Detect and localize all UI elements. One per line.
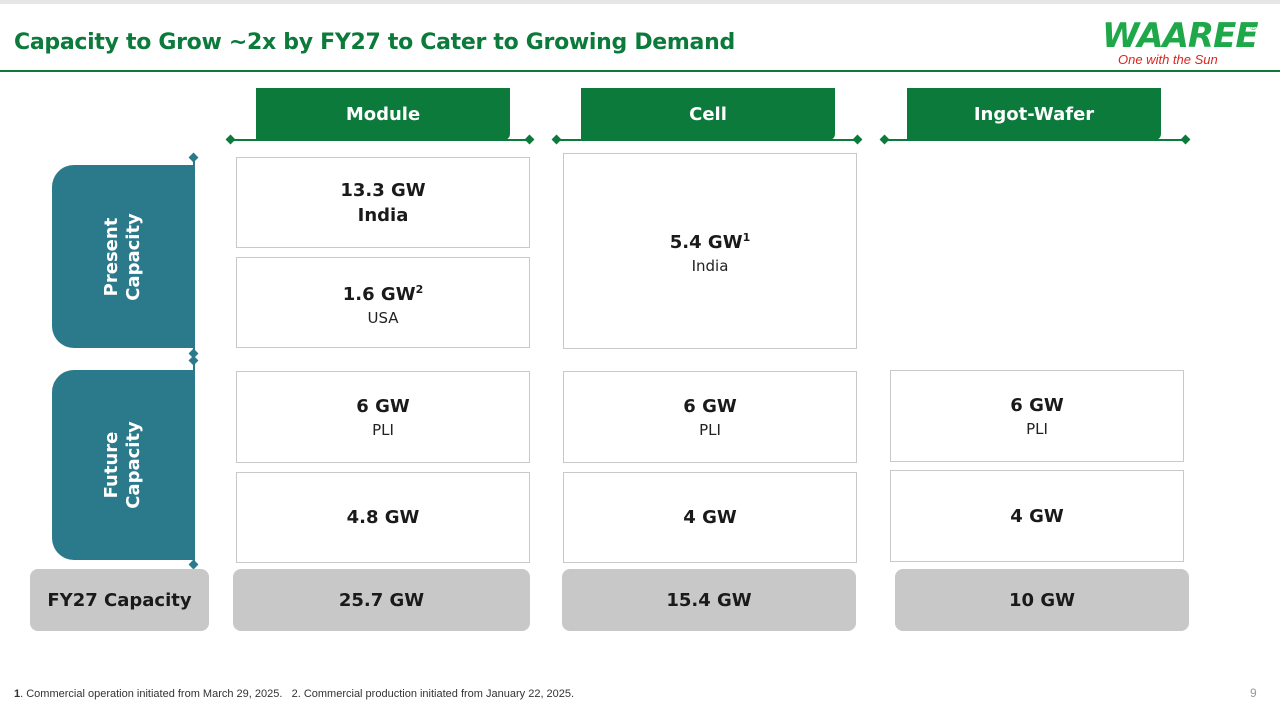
module-future-pli-value: 6 GW bbox=[356, 395, 410, 417]
present-rule-top-marker bbox=[188, 152, 199, 163]
present-row-rule bbox=[193, 157, 195, 353]
future-rule-top-marker bbox=[188, 355, 199, 366]
wafer-future-extra-box: 4 GW bbox=[890, 470, 1184, 562]
row-label-future-capacity: Future Capacity bbox=[52, 370, 194, 560]
logo-wordmark: WAAREE bbox=[1102, 16, 1259, 56]
logo-registered-mark: ® bbox=[1250, 22, 1257, 32]
module-present-india-location: India bbox=[357, 204, 409, 226]
present-label-line-1: Present bbox=[101, 217, 122, 296]
wafer-future-extra-value: 4 GW bbox=[1010, 505, 1064, 527]
module-present-usa-location: USA bbox=[367, 308, 399, 327]
fy27-cell-total: 15.4 GW bbox=[562, 569, 856, 631]
footnote-ref-1: 1 bbox=[742, 231, 751, 244]
module-future-extra-value: 4.8 GW bbox=[346, 507, 420, 528]
column-header-cell: Cell bbox=[581, 88, 835, 140]
fy27-wafer-total: 10 GW bbox=[895, 569, 1189, 631]
fy27-capacity-label: FY27 Capacity bbox=[30, 569, 209, 631]
wafer-rule-left-marker bbox=[879, 134, 890, 145]
future-row-rule bbox=[193, 359, 195, 565]
cell-future-extra-value: 4 GW bbox=[683, 507, 737, 528]
footnote-1-number: 1 bbox=[14, 688, 21, 700]
module-present-usa-value: 1.6 GW bbox=[342, 283, 416, 305]
cell-rule-left-marker bbox=[551, 134, 562, 145]
page-title: Capacity to Grow ~2x by FY27 to Cater to… bbox=[14, 30, 735, 55]
cell-rule-right-marker bbox=[852, 134, 863, 145]
footnote-2-text: . Commercial production initiated from J… bbox=[297, 688, 575, 700]
footnote-ref-2: 2 bbox=[415, 282, 424, 296]
module-future-pli-label: PLI bbox=[372, 420, 394, 439]
module-rule-left-marker bbox=[225, 134, 236, 145]
waaree-logo: WAAREE ® One with the Sun bbox=[1098, 16, 1259, 70]
footnote-2-number: 2 bbox=[291, 688, 298, 700]
module-present-usa-box: 1.6 GW2 USA bbox=[236, 257, 530, 348]
wafer-header-rule bbox=[884, 139, 1186, 141]
module-future-pli-box: 6 GW PLI bbox=[236, 371, 530, 463]
top-bar bbox=[0, 0, 1280, 4]
footnote-1-text: . Commercial operation initiated from Ma… bbox=[20, 688, 283, 700]
module-header-rule bbox=[230, 139, 530, 141]
column-header-ingot-wafer: Ingot-Wafer bbox=[907, 88, 1161, 140]
footnotes: 1. Commercial operation initiated from M… bbox=[14, 688, 574, 700]
cell-present-location: India bbox=[691, 257, 729, 275]
module-rule-right-marker bbox=[524, 134, 535, 145]
cell-present-india-box: 5.4 GW1 India bbox=[563, 153, 857, 349]
future-label-line-1: Future bbox=[101, 431, 122, 499]
row-label-present-capacity: Present Capacity bbox=[52, 165, 194, 348]
wafer-future-pli-value: 6 GW bbox=[1010, 394, 1064, 416]
present-label-line-2: Capacity bbox=[123, 212, 144, 301]
cell-future-pli-value: 6 GW bbox=[683, 395, 737, 417]
wafer-rule-right-marker bbox=[1180, 134, 1191, 145]
cell-future-extra-box: 4 GW bbox=[563, 472, 857, 563]
future-rule-bottom-marker bbox=[188, 559, 199, 570]
cell-present-value: 5.4 GW bbox=[669, 232, 743, 253]
module-present-india-value: 13.3 GW bbox=[340, 179, 426, 201]
fy27-module-total: 25.7 GW bbox=[233, 569, 530, 631]
wafer-future-pli-label: PLI bbox=[1026, 419, 1048, 438]
page-number: 9 bbox=[1250, 686, 1257, 700]
cell-future-pli-label: PLI bbox=[699, 420, 721, 439]
wafer-future-pli-box: 6 GW PLI bbox=[890, 370, 1184, 462]
module-future-extra-box: 4.8 GW bbox=[236, 472, 530, 563]
cell-future-pli-box: 6 GW PLI bbox=[563, 371, 857, 463]
logo-tagline: One with the Sun bbox=[1118, 52, 1218, 67]
column-header-module: Module bbox=[256, 88, 510, 140]
title-divider bbox=[0, 70, 1280, 72]
module-present-india-box: 13.3 GW India bbox=[236, 157, 530, 248]
future-label-line-2: Capacity bbox=[123, 421, 144, 509]
cell-header-rule bbox=[556, 139, 858, 141]
